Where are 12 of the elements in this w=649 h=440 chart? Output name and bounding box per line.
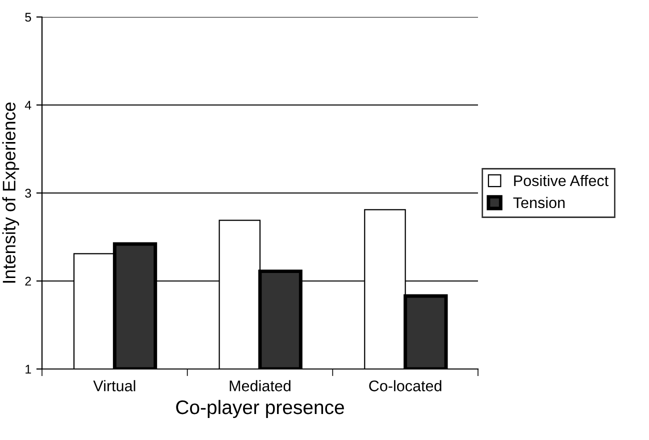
y-tick-label: 5 bbox=[25, 12, 32, 22]
x-axis-title: Co-player presence bbox=[176, 400, 344, 418]
x-tick-label: Co-located bbox=[369, 380, 442, 392]
y-tick-label: 2 bbox=[25, 276, 31, 286]
y-axis-title: Intensity of Experience bbox=[2, 102, 20, 283]
x-tick-label: Mediated bbox=[230, 380, 290, 392]
y-tick-label: 4 bbox=[24, 100, 32, 110]
x-tick-label: Virtual bbox=[93, 380, 136, 392]
legend-label: Tension bbox=[513, 196, 565, 208]
y-tick-label: 1 bbox=[26, 364, 31, 374]
legend-label: Positive Affect bbox=[514, 174, 608, 186]
y-tick-label: 3 bbox=[25, 188, 32, 198]
